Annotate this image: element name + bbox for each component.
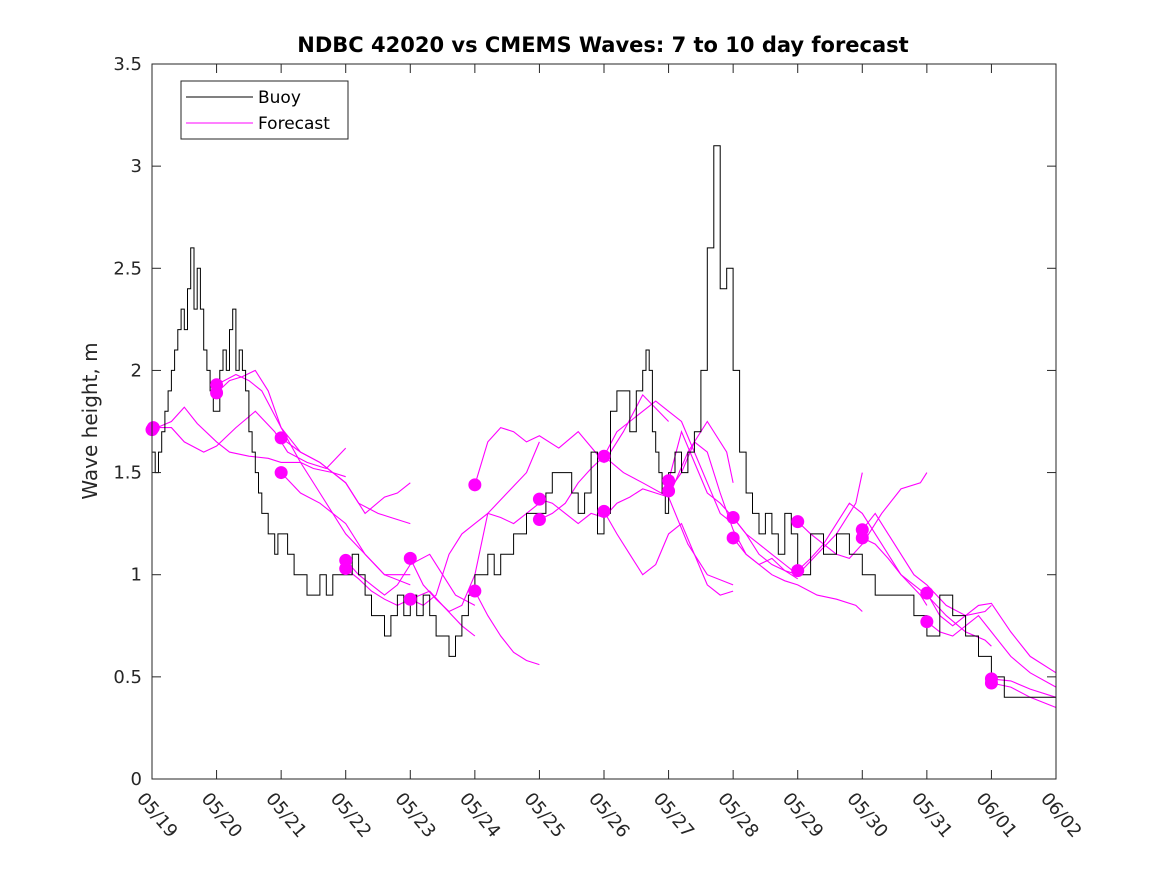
- forecast-series: [151, 369, 1057, 709]
- forecast-line: [926, 592, 1057, 674]
- forecast-marker: [532, 513, 546, 527]
- forecast-line: [732, 472, 863, 576]
- chart-title: NDBC 42020 vs CMEMS Waves: 7 to 10 day f…: [297, 33, 908, 57]
- legend-forecast-label: Forecast: [258, 114, 330, 134]
- y-tick-label: 3.5: [113, 54, 142, 75]
- forecast-line: [603, 511, 734, 596]
- forecast-marker: [597, 504, 611, 518]
- forecast-line: [926, 614, 1057, 688]
- forecast-marker: [339, 562, 353, 576]
- legend-buoy-label: Buoy: [258, 88, 301, 108]
- forecast-line: [152, 410, 347, 470]
- forecast-line: [991, 682, 1057, 709]
- forecast-line: [603, 400, 734, 525]
- forecast-marker: [210, 386, 224, 400]
- forecast-line: [409, 441, 540, 613]
- forecast-line: [797, 502, 928, 606]
- forecast-marker: [855, 531, 869, 545]
- forecast-marker: [726, 531, 740, 545]
- forecast-marker: [403, 551, 417, 565]
- forecast-markers: [145, 378, 998, 690]
- y-tick-label: 1.5: [113, 463, 142, 484]
- forecast-marker: [662, 484, 676, 498]
- y-axis-label: Wave height, m: [78, 342, 102, 499]
- y-tick-label: 3: [131, 156, 142, 177]
- forecast-line: [280, 437, 411, 525]
- legend: Buoy Forecast: [180, 80, 349, 140]
- forecast-marker: [984, 676, 998, 690]
- buoy-line: [152, 145, 1056, 698]
- forecast-line: [410, 502, 540, 607]
- forecast-marker: [274, 431, 288, 445]
- forecast-line: [797, 472, 928, 560]
- forecast-marker: [532, 492, 546, 506]
- y-tick-label: 0: [131, 769, 142, 790]
- forecast-line: [474, 590, 540, 666]
- forecast-marker: [920, 615, 934, 629]
- forecast-marker: [468, 584, 482, 598]
- forecast-marker: [146, 421, 160, 435]
- forecast-line: [539, 455, 734, 586]
- y-tick-label: 2: [131, 360, 142, 381]
- legend-box: [180, 80, 349, 140]
- forecast-marker: [274, 466, 288, 480]
- forecast-marker: [468, 478, 482, 492]
- forecast-line: [474, 393, 669, 485]
- plot-area: [152, 64, 1056, 779]
- forecast-marker: [920, 586, 934, 600]
- forecast-line: [861, 512, 992, 617]
- y-axis: 0 0.5 1 1.5 2 2.5 3 3.5: [113, 54, 1056, 790]
- buoy-series: [152, 145, 1056, 698]
- forecast-marker: [597, 449, 611, 463]
- y-tick-label: 2.5: [113, 258, 142, 279]
- forecast-line: [732, 537, 863, 612]
- forecast-marker: [726, 511, 740, 525]
- forecast-line: [991, 678, 1057, 698]
- y-tick-label: 0.5: [113, 667, 142, 688]
- forecast-marker: [791, 564, 805, 578]
- forecast-marker: [791, 515, 805, 529]
- forecast-marker: [662, 474, 676, 488]
- y-tick-label: 1: [131, 565, 142, 586]
- forecast-marker: [403, 592, 417, 606]
- forecast-line: [280, 472, 411, 586]
- forecast-line: [151, 406, 346, 478]
